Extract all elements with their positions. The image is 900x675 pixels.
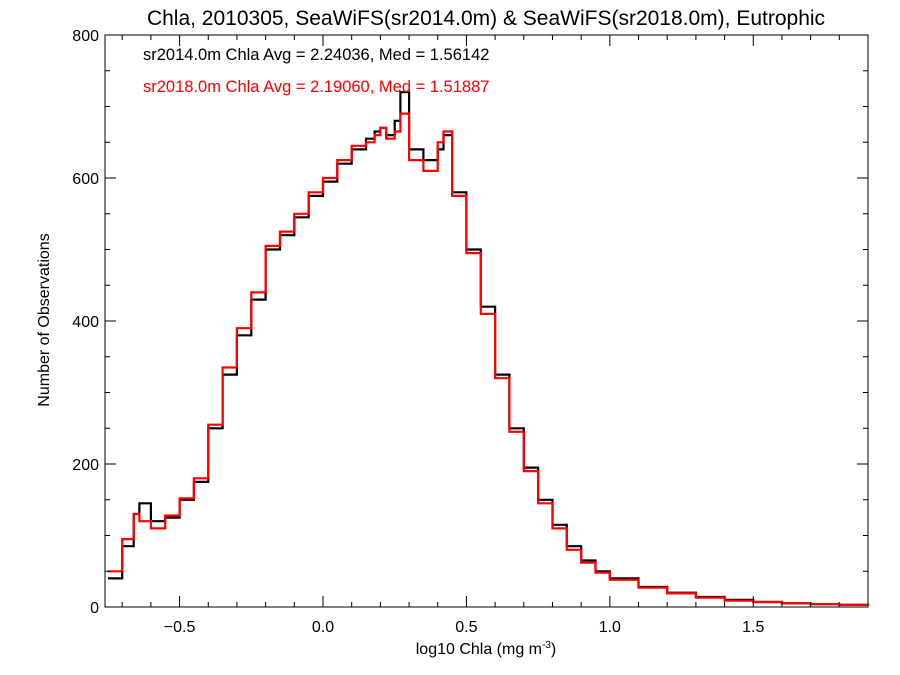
y-tick-label: 0 — [90, 600, 99, 617]
x-tick-label: −0.5 — [164, 619, 196, 636]
y-tick-label: 400 — [72, 314, 99, 331]
y-axis-label: Number of Observations — [36, 233, 53, 406]
x-axis-label: log10 Chla (mg m-3) — [416, 640, 557, 658]
y-tick-label: 600 — [72, 171, 99, 188]
x-tick-label: 1.5 — [742, 619, 764, 636]
y-tick-label: 800 — [72, 28, 99, 45]
y-tick-label: 200 — [72, 457, 99, 474]
series-step-0 — [107, 91, 870, 606]
x-axis-label-close: ) — [551, 641, 556, 658]
plot-area — [104, 34, 869, 608]
x-tick-label: 0.5 — [455, 619, 477, 636]
chart-title: Chla, 2010305, SeaWiFS(sr2014.0m) & SeaW… — [147, 7, 825, 30]
series-step-1 — [107, 112, 870, 606]
annotation-sr2018: sr2018.0m Chla Avg = 2.19060, Med = 1.51… — [143, 78, 489, 96]
x-tick-label: 1.0 — [599, 619, 621, 636]
x-axis-label-main: log10 Chla (mg m — [416, 641, 542, 658]
x-axis-label-sup: -3 — [542, 640, 551, 651]
annotation-sr2014: sr2014.0m Chla Avg = 2.24036, Med = 1.56… — [143, 46, 489, 64]
x-tick-label: 0.0 — [312, 619, 334, 636]
